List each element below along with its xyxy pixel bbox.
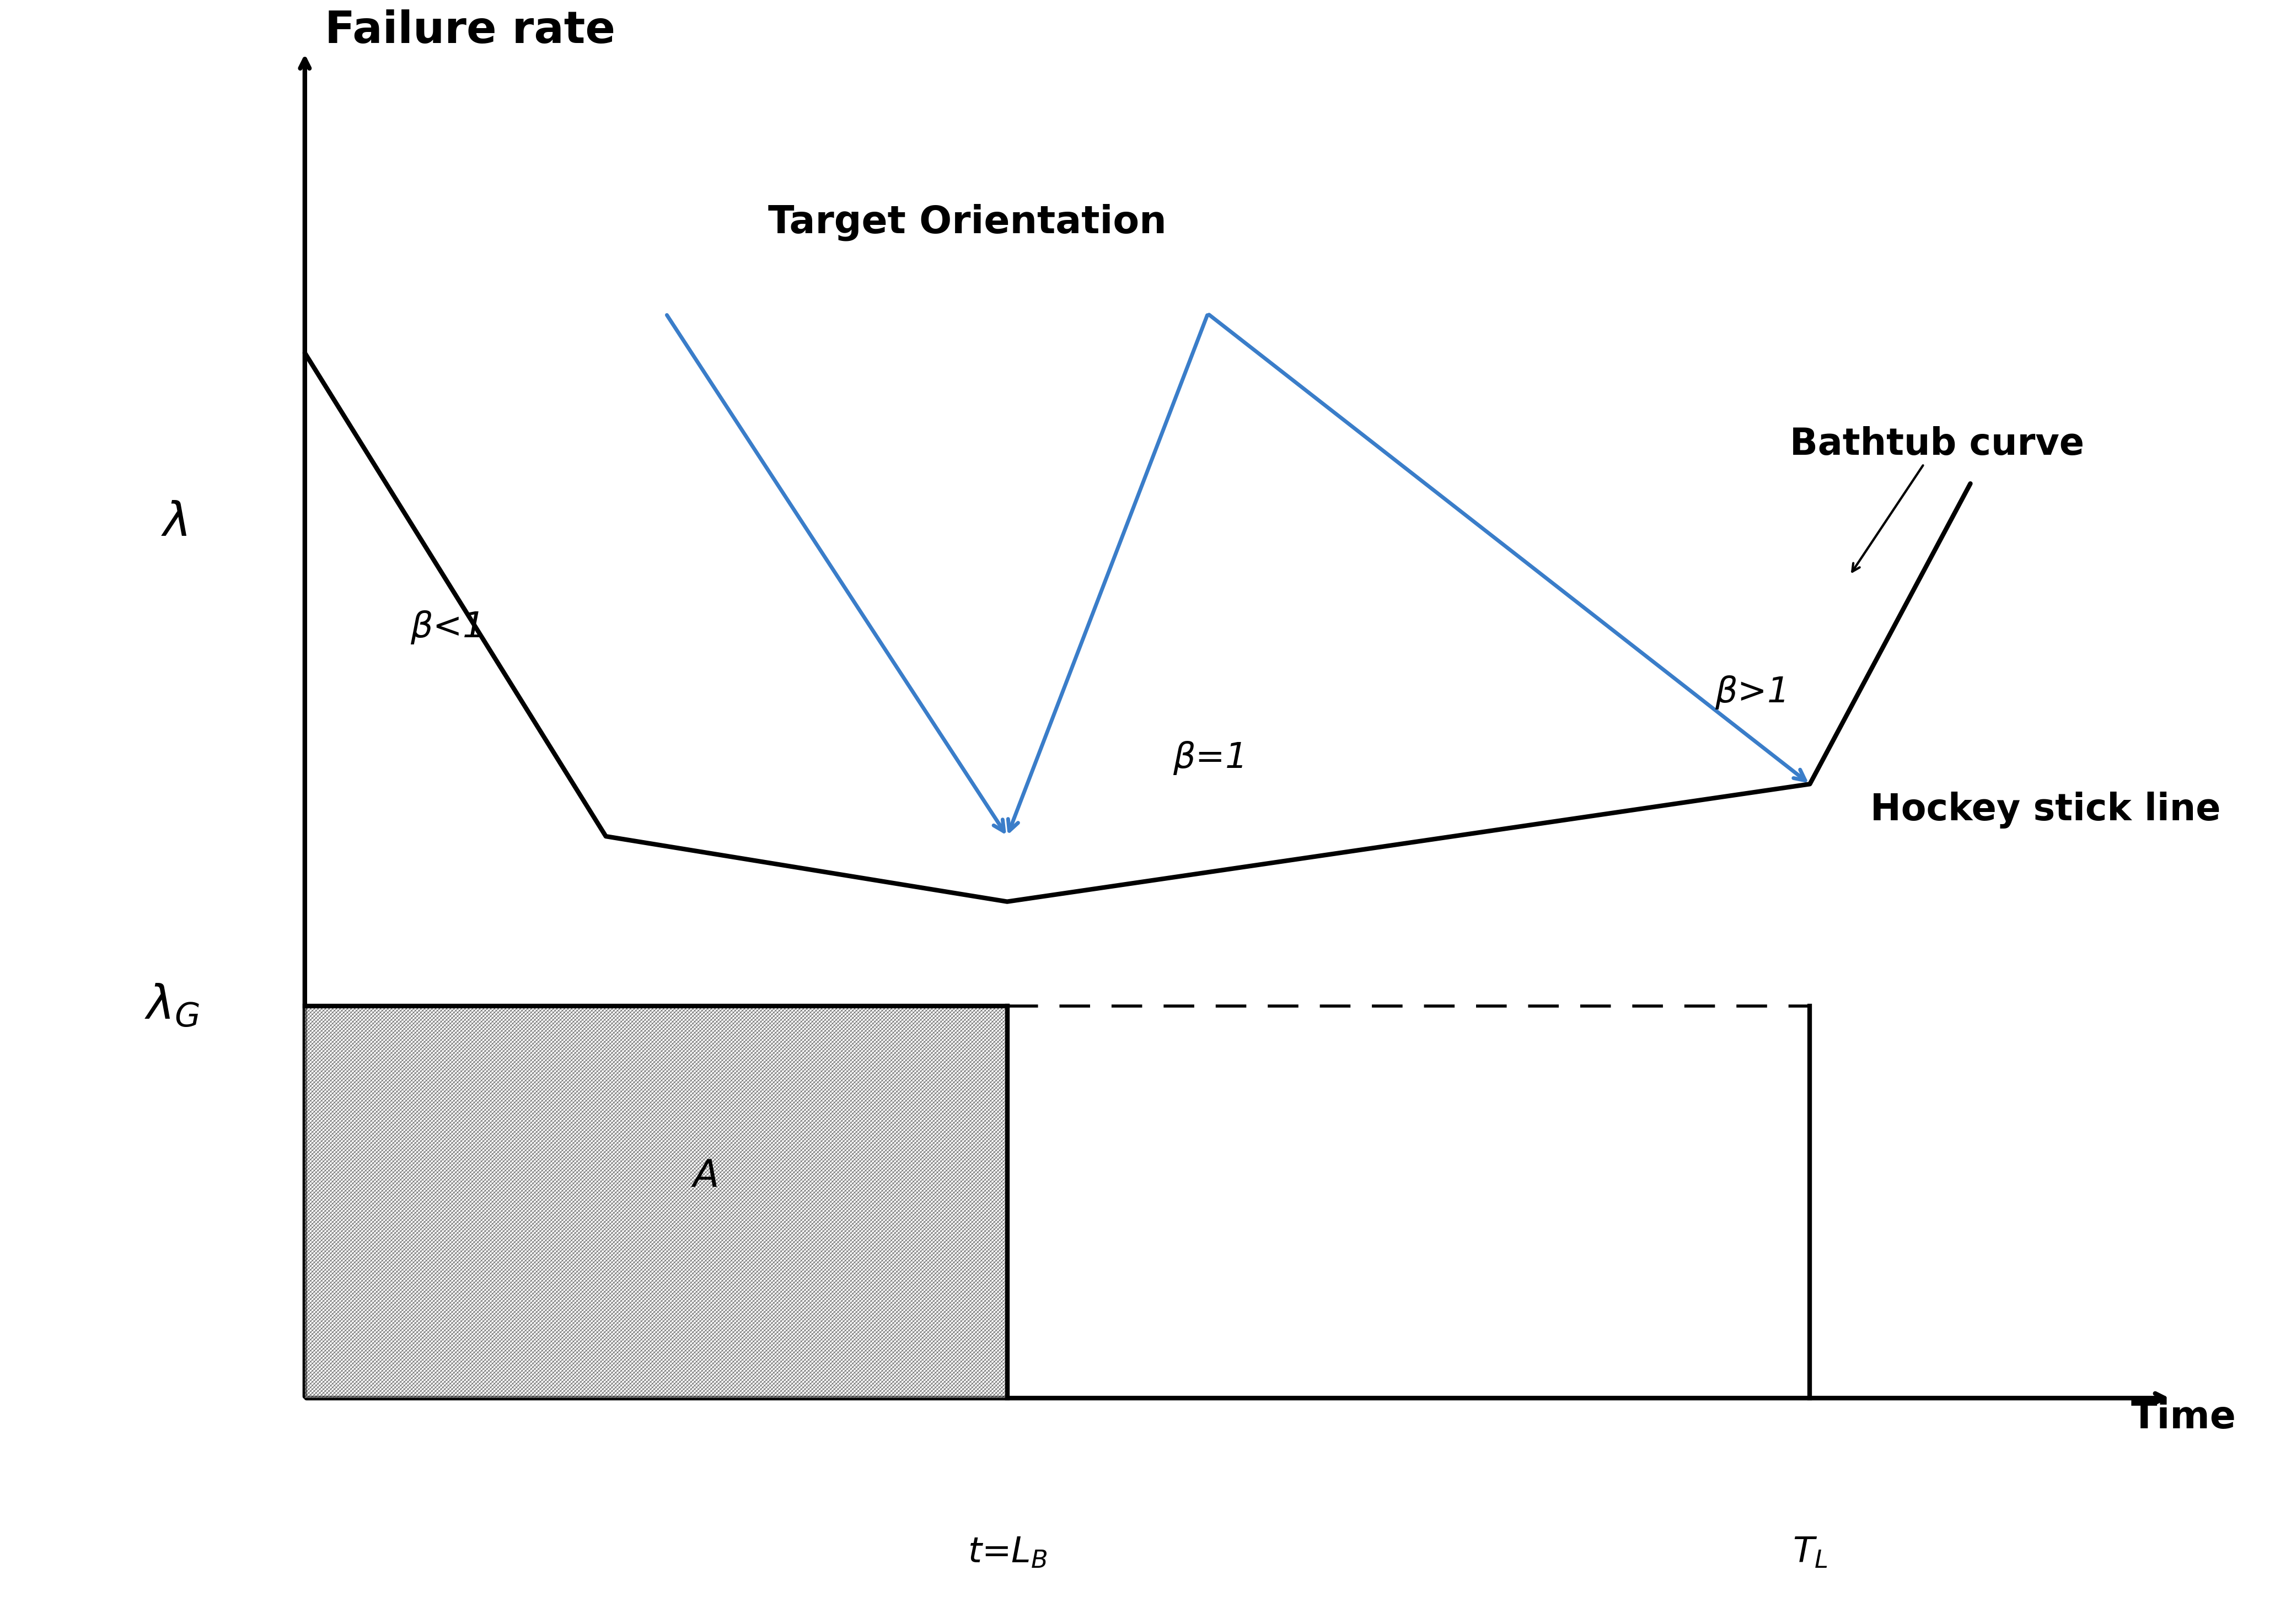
Text: $\lambda_G$: $\lambda_G$: [144, 983, 199, 1030]
Text: $\beta$>1: $\beta$>1: [1714, 674, 1785, 711]
Text: Hockey stick line: Hockey stick line: [1869, 793, 2220, 828]
Text: $\lambda$: $\lambda$: [160, 500, 188, 546]
Text: Bathtub curve: Bathtub curve: [1789, 425, 2085, 572]
Text: $T_L$: $T_L$: [1792, 1535, 1828, 1569]
Text: $t$=$L_B$: $t$=$L_B$: [967, 1535, 1047, 1569]
Text: Time: Time: [2131, 1400, 2236, 1436]
Text: $\beta$<1: $\beta$<1: [410, 609, 481, 645]
Bar: [305, 1007, 1008, 1398]
Text: Target Orientation: Target Orientation: [767, 203, 1166, 240]
Text: $\beta$=1: $\beta$=1: [1173, 741, 1244, 776]
Text: Failure rate: Failure rate: [325, 10, 616, 52]
Text: A: A: [694, 1158, 719, 1195]
Bar: [305, 1007, 1008, 1398]
